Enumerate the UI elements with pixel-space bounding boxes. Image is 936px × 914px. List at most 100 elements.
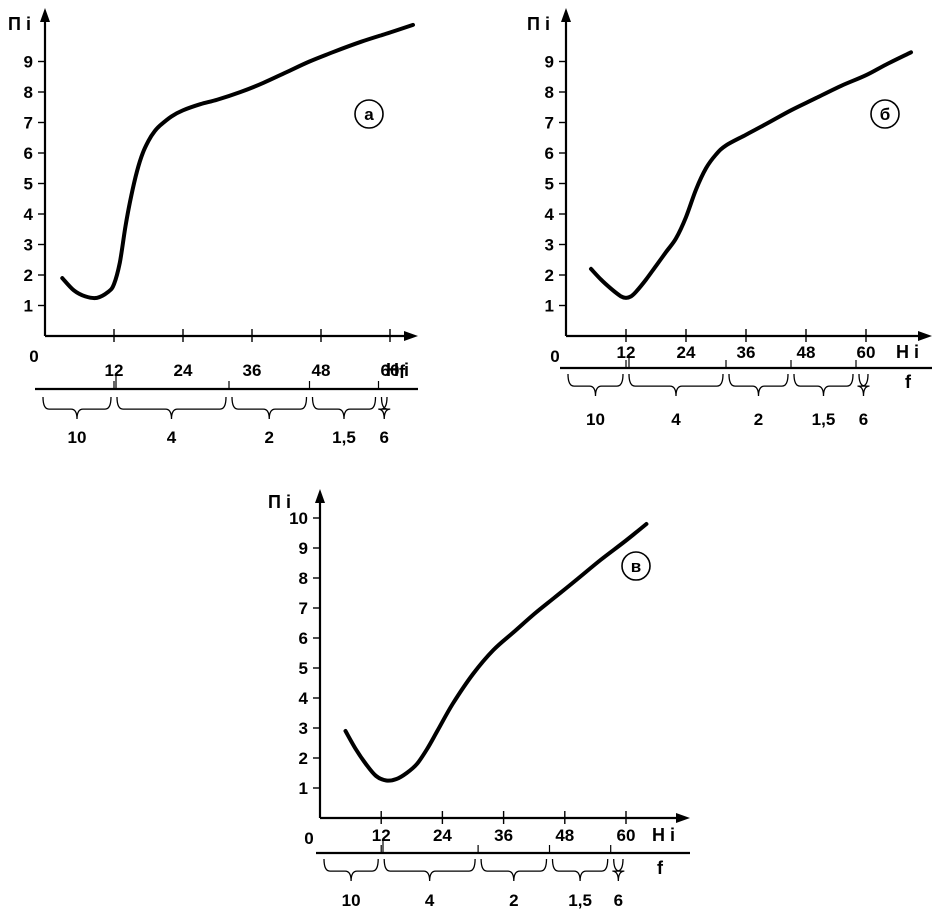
band-brace bbox=[378, 396, 391, 420]
y-axis-title: П і bbox=[8, 14, 31, 34]
y-tick-label: 6 bbox=[545, 144, 554, 163]
y-tick-label: 6 bbox=[24, 144, 33, 163]
x-axis-title: Н і bbox=[896, 342, 919, 362]
y-tick-label: 9 bbox=[24, 53, 33, 72]
band-label: 2 bbox=[754, 410, 763, 429]
y-tick-label: 5 bbox=[299, 659, 308, 678]
panel-badge bbox=[870, 99, 900, 129]
x-tick-label: 36 bbox=[737, 343, 756, 362]
band-brace bbox=[323, 858, 379, 882]
y-tick-label: 2 bbox=[545, 266, 554, 285]
band-label: 1,5 bbox=[332, 428, 356, 447]
y-axis-arrow bbox=[561, 8, 571, 22]
y-tick-label: 2 bbox=[299, 749, 308, 768]
y-tick-label: 1 bbox=[24, 297, 33, 316]
panel-badge-label: в bbox=[631, 557, 641, 576]
origin-label: 0 bbox=[550, 347, 559, 366]
band-brace bbox=[116, 396, 227, 420]
y-tick-label: 10 bbox=[289, 509, 308, 528]
y-tick-label: 5 bbox=[545, 175, 554, 194]
x-tick-label: 12 bbox=[617, 343, 636, 362]
series-line bbox=[343, 522, 649, 783]
band-label: 6 bbox=[859, 410, 868, 429]
y-tick-label: 4 bbox=[299, 689, 309, 708]
y-tick-label: 3 bbox=[299, 719, 308, 738]
y-tick-label: 7 bbox=[24, 114, 33, 133]
x-axis-title: Н і bbox=[386, 360, 409, 380]
band-label: 4 bbox=[425, 891, 435, 910]
y-tick-label: 4 bbox=[24, 205, 34, 224]
y-tick-label: 8 bbox=[545, 83, 554, 102]
y-tick-label: 7 bbox=[299, 599, 308, 618]
y-tick-label: 6 bbox=[299, 629, 308, 648]
x-axis-arrow bbox=[404, 331, 418, 341]
y-tick-label: 3 bbox=[24, 236, 33, 255]
panel-badge bbox=[354, 99, 384, 129]
band-label: 10 bbox=[342, 891, 361, 910]
x-tick-label: 24 bbox=[433, 826, 452, 845]
y-tick-label: 7 bbox=[545, 114, 554, 133]
series-line bbox=[60, 22, 415, 301]
x-tick-label: 12 bbox=[105, 361, 124, 380]
x-tick-label: 48 bbox=[797, 343, 816, 362]
x-tick-label: 36 bbox=[243, 361, 262, 380]
band-brace bbox=[857, 373, 870, 397]
origin-label: 0 bbox=[304, 829, 313, 848]
band-brace bbox=[551, 858, 609, 882]
f-scale-label: f bbox=[657, 858, 664, 878]
y-tick-label: 9 bbox=[299, 539, 308, 558]
band-brace bbox=[628, 373, 724, 397]
series-line bbox=[589, 50, 913, 300]
band-label: 10 bbox=[586, 410, 605, 429]
x-axis-title: Н і bbox=[652, 825, 675, 845]
x-axis-arrow bbox=[676, 813, 690, 823]
x-axis-arrow bbox=[918, 331, 932, 341]
band-label: 6 bbox=[380, 428, 389, 447]
band-brace bbox=[480, 858, 548, 882]
y-axis-arrow bbox=[40, 8, 50, 22]
y-tick-label: 5 bbox=[24, 175, 33, 194]
band-brace bbox=[612, 858, 625, 882]
x-tick-label: 12 bbox=[372, 826, 391, 845]
y-tick-label: 8 bbox=[24, 83, 33, 102]
y-axis-title: П і bbox=[527, 14, 550, 34]
x-tick-label: 24 bbox=[174, 361, 193, 380]
band-label: 2 bbox=[509, 891, 518, 910]
y-axis-arrow bbox=[315, 489, 325, 503]
band-brace bbox=[383, 858, 476, 882]
band-label: 2 bbox=[265, 428, 274, 447]
x-tick-label: 60 bbox=[857, 343, 876, 362]
x-tick-label: 60 bbox=[617, 826, 636, 845]
band-label: 6 bbox=[614, 891, 623, 910]
panel-badge-label: б bbox=[880, 105, 891, 124]
band-brace bbox=[793, 373, 854, 397]
x-tick-label: 24 bbox=[677, 343, 696, 362]
y-tick-label: 8 bbox=[299, 569, 308, 588]
y-tick-label: 1 bbox=[299, 779, 308, 798]
y-tick-label: 2 bbox=[24, 266, 33, 285]
band-brace bbox=[567, 373, 624, 397]
band-label: 1,5 bbox=[568, 891, 592, 910]
band-brace bbox=[42, 396, 112, 420]
origin-label: 0 bbox=[29, 347, 38, 366]
band-label: 4 bbox=[671, 410, 681, 429]
y-tick-label: 9 bbox=[545, 53, 554, 72]
y-tick-label: 3 bbox=[545, 236, 554, 255]
panel-badge bbox=[621, 551, 651, 581]
band-brace bbox=[728, 373, 789, 397]
band-brace bbox=[311, 396, 377, 420]
panel-badge-label: а bbox=[364, 105, 374, 124]
x-tick-label: 60 bbox=[381, 361, 400, 380]
band-label: 10 bbox=[68, 428, 87, 447]
band-label: 4 bbox=[167, 428, 177, 447]
y-tick-label: 1 bbox=[545, 297, 554, 316]
x-tick-label: 36 bbox=[494, 826, 513, 845]
y-tick-label: 4 bbox=[545, 205, 555, 224]
x-tick-label: 48 bbox=[312, 361, 331, 380]
f-scale-label: f bbox=[399, 362, 406, 382]
y-axis-title: П і bbox=[268, 492, 291, 512]
